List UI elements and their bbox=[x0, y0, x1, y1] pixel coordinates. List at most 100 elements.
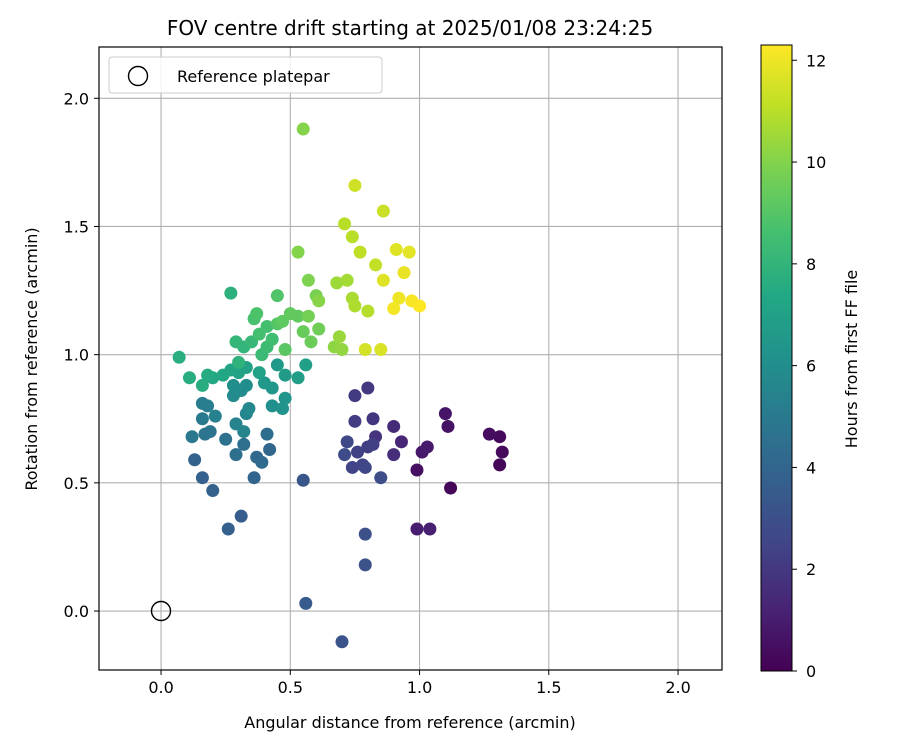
data-point bbox=[216, 368, 230, 382]
data-point bbox=[410, 463, 424, 477]
data-point bbox=[172, 350, 186, 364]
data-point bbox=[195, 471, 209, 485]
data-point bbox=[206, 484, 220, 498]
data-point bbox=[358, 558, 372, 572]
colorbar-tick-label: 12 bbox=[806, 51, 826, 70]
x-tick-label: 0.0 bbox=[148, 678, 173, 697]
data-point bbox=[304, 335, 318, 349]
y-axis-label: Rotation from reference (arcmin) bbox=[22, 227, 41, 490]
data-point bbox=[182, 371, 196, 385]
data-point bbox=[301, 309, 315, 323]
data-point bbox=[332, 330, 346, 344]
data-point bbox=[351, 445, 365, 459]
data-point bbox=[278, 368, 292, 382]
data-point bbox=[255, 455, 269, 469]
data-point bbox=[387, 419, 401, 433]
data-point bbox=[226, 378, 240, 392]
legend: Reference platepar bbox=[108, 56, 383, 94]
data-point bbox=[250, 307, 264, 321]
data-point bbox=[420, 440, 434, 454]
data-point bbox=[296, 122, 310, 136]
data-point bbox=[392, 291, 406, 305]
data-point bbox=[338, 217, 352, 231]
data-point bbox=[224, 286, 238, 300]
data-point bbox=[278, 343, 292, 357]
plot-frame bbox=[98, 46, 723, 671]
data-point bbox=[265, 399, 279, 413]
data-point bbox=[208, 409, 222, 423]
data-point bbox=[389, 243, 403, 257]
data-point bbox=[242, 401, 256, 415]
data-point bbox=[358, 527, 372, 541]
legend-label: Reference platepar bbox=[177, 67, 330, 86]
data-point bbox=[252, 366, 266, 380]
data-point bbox=[413, 299, 427, 313]
data-point bbox=[201, 368, 215, 382]
data-point bbox=[387, 302, 401, 316]
data-point bbox=[348, 178, 362, 192]
data-point bbox=[338, 448, 352, 462]
data-point bbox=[301, 273, 315, 287]
data-point bbox=[291, 309, 305, 323]
data-point bbox=[410, 522, 424, 536]
data-point bbox=[296, 473, 310, 487]
data-point bbox=[276, 401, 290, 415]
data-point bbox=[201, 399, 215, 413]
data-point bbox=[374, 471, 388, 485]
data-point bbox=[361, 304, 375, 318]
data-point bbox=[234, 509, 248, 523]
data-point bbox=[493, 458, 507, 472]
data-point bbox=[358, 343, 372, 357]
data-point bbox=[376, 204, 390, 218]
y-tick-label: 0.0 bbox=[64, 602, 89, 621]
data-point bbox=[229, 335, 243, 349]
colorbar-ticks: 0 2 4 6 8 10 12 bbox=[792, 51, 826, 681]
colorbar-label: Hours from first FF file bbox=[842, 270, 861, 449]
colorbar-tick-label: 2 bbox=[806, 560, 816, 579]
data-point bbox=[239, 378, 253, 392]
data-point bbox=[198, 427, 212, 441]
data-point bbox=[330, 276, 344, 290]
data-point bbox=[348, 414, 362, 428]
y-tick-label: 0.5 bbox=[64, 474, 89, 493]
data-point bbox=[265, 332, 279, 346]
data-point bbox=[270, 289, 284, 303]
data-point bbox=[423, 522, 437, 536]
colorbar-tick-label: 4 bbox=[806, 458, 816, 477]
y-tick-label: 1.5 bbox=[64, 217, 89, 236]
data-point bbox=[247, 471, 261, 485]
data-point bbox=[345, 230, 359, 244]
data-point bbox=[366, 437, 380, 451]
data-point bbox=[237, 437, 251, 451]
reference-point-marker bbox=[150, 600, 172, 622]
data-point bbox=[335, 635, 349, 649]
data-point bbox=[361, 381, 375, 395]
data-point bbox=[229, 448, 243, 462]
data-point bbox=[366, 412, 380, 426]
data-point bbox=[263, 443, 277, 457]
data-point bbox=[188, 453, 202, 467]
data-point bbox=[340, 435, 354, 449]
data-point bbox=[482, 427, 496, 441]
data-point bbox=[299, 358, 313, 372]
data-point bbox=[237, 425, 251, 439]
x-axis-ticks: 0.0 0.5 1.0 1.5 2.0 bbox=[148, 670, 691, 697]
colorbar-tick-label: 0 bbox=[806, 662, 816, 681]
data-point bbox=[312, 294, 326, 308]
data-point bbox=[495, 445, 509, 459]
x-tick-label: 0.5 bbox=[278, 678, 303, 697]
data-point bbox=[185, 430, 199, 444]
colorbar-tick-label: 10 bbox=[806, 153, 826, 172]
colorbar-tick-label: 6 bbox=[806, 357, 816, 376]
grid-lines bbox=[99, 47, 722, 670]
data-point bbox=[358, 460, 372, 474]
data-point bbox=[260, 319, 274, 333]
colorbar bbox=[760, 44, 793, 672]
data-point bbox=[348, 389, 362, 403]
chart-title: FOV centre drift starting at 2025/01/08 … bbox=[167, 16, 653, 40]
data-point bbox=[441, 419, 455, 433]
data-point bbox=[493, 430, 507, 444]
data-point bbox=[291, 245, 305, 259]
data-point bbox=[397, 266, 411, 280]
